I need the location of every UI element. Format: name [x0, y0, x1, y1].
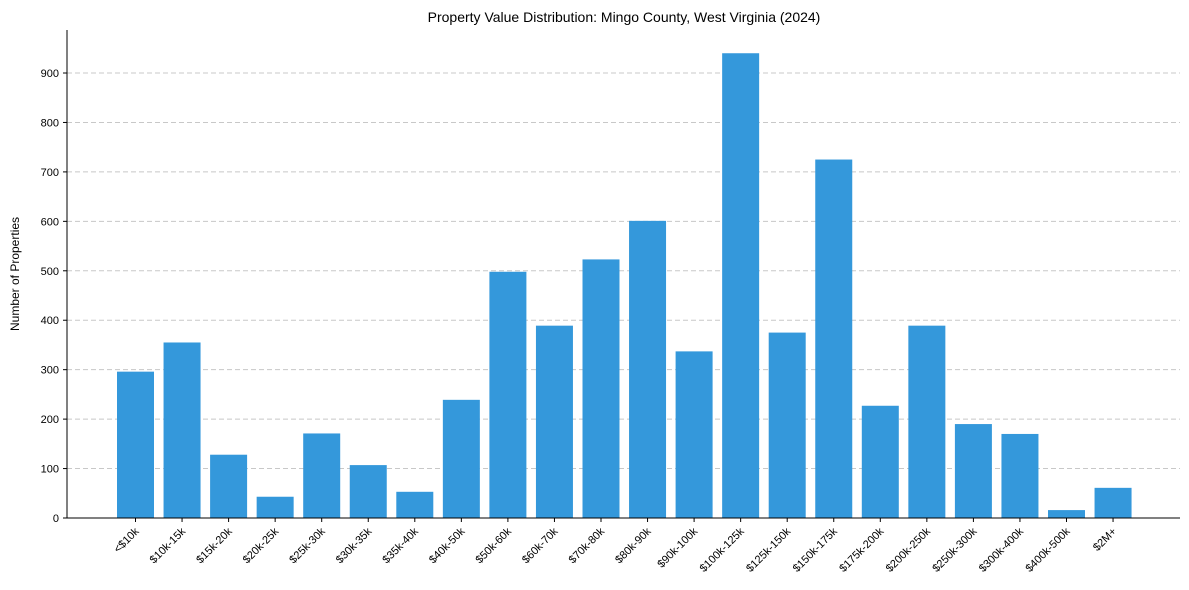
bar — [722, 53, 760, 518]
x-tick-label: $50k-60k — [474, 525, 515, 566]
x-tick-label: $30k-35k — [334, 525, 375, 566]
x-tick-label: $25k-30k — [287, 525, 328, 566]
bar — [303, 433, 341, 518]
y-tick-label: 900 — [41, 68, 59, 80]
x-tick-label: $300k-400k — [977, 525, 1026, 574]
bar — [1001, 433, 1039, 518]
x-tick-label: $80k-90k — [613, 525, 654, 566]
bar — [768, 332, 806, 518]
y-ticks: 0 100 200 300 400 500 600 700 800 900 — [41, 68, 67, 525]
bar — [1048, 510, 1085, 518]
bar — [815, 159, 853, 518]
y-tick-label: 200 — [41, 414, 59, 426]
x-tick-label: $125k-150k — [744, 525, 793, 574]
x-tick-label: $400k-500k — [1023, 525, 1072, 574]
bar — [629, 220, 667, 518]
x-tick-label: $70k-80k — [567, 525, 608, 566]
bar — [954, 424, 992, 518]
x-tick-label: $150k-175k — [791, 525, 840, 574]
y-tick-label: 100 — [41, 464, 59, 476]
bars — [117, 53, 1132, 518]
x-tick-label: $175k-200k — [837, 525, 886, 574]
bar — [163, 342, 201, 518]
x-tick-label: $200k-250k — [884, 525, 933, 574]
x-tick-label: $35k-40k — [380, 525, 421, 566]
bar — [349, 465, 387, 518]
x-ticks: <$10k $10k-15k $15k-20k $20k-25k $25k-30k $30… — [112, 518, 1119, 575]
chart-title: Property Value Distribution: Mingo Count… — [428, 9, 821, 25]
gridlines — [67, 72, 1180, 470]
y-tick-label: 0 — [53, 513, 59, 525]
x-tick-label: $20k-25k — [241, 525, 282, 566]
bar — [210, 454, 248, 518]
bar — [535, 325, 573, 518]
x-tick-label: $10k-15k — [148, 525, 189, 566]
bar — [582, 259, 620, 518]
x-tick-label: $100k-125k — [698, 525, 747, 574]
y-tick-label: 800 — [41, 117, 59, 129]
x-tick-label: $40k-50k — [427, 525, 468, 566]
bar — [908, 325, 946, 518]
bar — [396, 491, 434, 518]
y-tick-label: 400 — [41, 315, 59, 327]
bar — [861, 405, 899, 518]
y-tick-label: 700 — [41, 167, 59, 179]
bar — [1094, 487, 1132, 518]
y-axis-label: Number of Properties — [8, 217, 22, 331]
bar — [675, 351, 713, 518]
x-tick-label: <$10k — [112, 525, 142, 555]
x-tick-label: $60k-70k — [520, 525, 561, 566]
bar — [442, 399, 480, 518]
y-tick-label: 300 — [41, 365, 59, 377]
bar — [256, 496, 294, 518]
x-tick-label: $90k-100k — [655, 525, 700, 570]
y-tick-label: 600 — [41, 216, 59, 228]
bar — [489, 271, 527, 518]
y-tick-label: 500 — [41, 266, 59, 278]
x-tick-label: $15k-20k — [194, 525, 235, 566]
bar — [117, 371, 154, 518]
x-tick-label: $2M+ — [1091, 526, 1119, 554]
x-tick-label: $250k-300k — [930, 525, 979, 574]
